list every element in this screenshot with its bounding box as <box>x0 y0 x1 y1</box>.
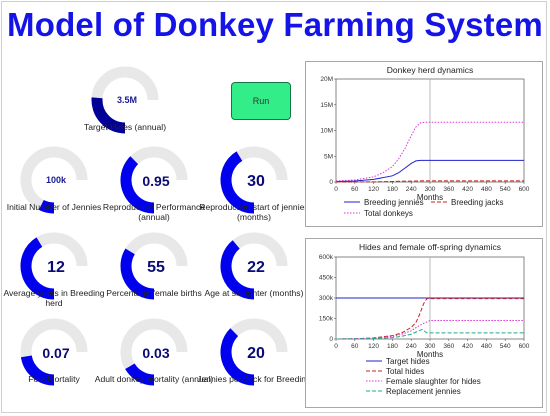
x-tick-label: 240 <box>406 186 417 193</box>
gauge-years-breeding[interactable]: 12 <box>13 225 95 307</box>
gauge-jennies-per-jack[interactable]: 20 <box>213 311 295 393</box>
gauge-initial-jennies[interactable]: 100k <box>13 139 95 221</box>
gauge-value: 0.07 <box>42 345 69 361</box>
legend-label: Total donkeys <box>364 209 413 218</box>
x-tick-label: 480 <box>481 186 492 193</box>
gauge-fill <box>20 237 55 300</box>
gauge-fill <box>120 248 155 300</box>
gauge-track <box>20 146 88 214</box>
gauge-value: 12 <box>47 259 65 276</box>
herd-dynamics-panel: Donkey herd dynamics 0 5M 10M 15M 20M 0 60 120 18… <box>305 61 543 227</box>
y-tick-label: 15M <box>320 102 333 109</box>
x-tick-label: 60 <box>351 186 359 193</box>
gauge-label-repro-start: Reproduction start of jennies (months) <box>199 202 309 222</box>
legend-label: Female slaughter for hides <box>386 377 481 386</box>
y-tick-label: 10M <box>320 128 333 135</box>
y-tick-label: 5M <box>324 153 333 160</box>
x-tick-label: 180 <box>387 343 398 350</box>
gauge-repro-start[interactable]: 30 <box>213 139 295 221</box>
x-tick-label: 420 <box>462 343 473 350</box>
x-tick-label: 300 <box>425 186 436 193</box>
gauge-value: 0.95 <box>142 173 169 189</box>
y-tick-label: 300k <box>319 295 334 302</box>
legend-label: Target hides <box>386 357 430 366</box>
gauge-foal-mortality[interactable]: 0.07 <box>13 311 95 393</box>
gauge-fill <box>38 199 55 214</box>
y-tick-label: 20M <box>320 76 333 83</box>
x-tick-label: 360 <box>443 186 454 193</box>
gauge-value: 20 <box>247 345 265 362</box>
gauge-label-adult-mortality: Adult donkey mortality (annual) <box>94 374 214 384</box>
legend-label: Total hides <box>386 367 424 376</box>
gauge-target-hides[interactable]: 3.5M <box>84 59 166 141</box>
x-tick-label: 0 <box>334 343 338 350</box>
gauge-label-pct-female: Percentage female births <box>106 288 202 298</box>
x-axis-label: Months <box>417 350 443 359</box>
series-line-female-slaughter-for-hides <box>335 320 524 340</box>
gauge-pct-female[interactable]: 55 <box>113 225 195 307</box>
y-tick-label: 600k <box>319 254 334 261</box>
gauge-adult-mortality[interactable]: 0.03 <box>113 311 195 393</box>
gauge-label-years-breeding: Average years in Breeding herd <box>3 288 105 308</box>
x-tick-label: 0 <box>334 186 338 193</box>
gauge-label-foal-mortality: Foal Mortality <box>28 374 80 384</box>
gauge-fill <box>220 328 255 386</box>
x-tick-label: 420 <box>462 186 473 193</box>
series-line-breeding-jennies <box>335 159 524 182</box>
x-tick-label: 480 <box>481 343 492 350</box>
gauge-value: 3.5M <box>117 95 137 105</box>
y-tick-label: 0 <box>329 179 333 186</box>
hides-dynamics-chart: Hides and female off-spring dynamics 0 150… <box>319 242 530 396</box>
legend-label: Breeding jennies <box>364 198 424 207</box>
gauge-value: 30 <box>247 173 265 190</box>
x-tick-label: 600 <box>519 343 530 350</box>
x-axis-label: Months <box>417 193 443 202</box>
series-line-breeding-jacks <box>335 180 524 183</box>
gauge-fill <box>220 151 255 214</box>
hides-dynamics-panel: Hides and female off-spring dynamics 0 150… <box>305 238 543 408</box>
chart-title: Hides and female off-spring dynamics <box>359 242 501 252</box>
run-button[interactable]: Run <box>231 82 291 120</box>
x-tick-label: 540 <box>500 186 511 193</box>
gauge-age-slaughter[interactable]: 22 <box>213 225 295 307</box>
x-tick-label: 360 <box>443 343 454 350</box>
x-tick-label: 600 <box>519 186 530 193</box>
x-tick-label: 540 <box>500 343 511 350</box>
gauge-fill <box>20 355 55 386</box>
gauge-value: 55 <box>147 259 165 276</box>
x-tick-label: 120 <box>368 186 379 193</box>
gauge-label-jennies-per-jack: Jennies per Jack for Breeding <box>197 374 311 384</box>
legend-label: Replacement jennies <box>386 387 461 396</box>
legend-label: Breeding jacks <box>451 198 503 207</box>
gauge-label-target-hides: Target Hides (annual) <box>83 122 167 132</box>
x-tick-label: 300 <box>425 343 436 350</box>
x-tick-label: 120 <box>368 343 379 350</box>
gauge-fill <box>91 97 126 134</box>
gauge-value: 100k <box>46 175 67 185</box>
page-title: Model of Donkey Farming System <box>7 6 543 43</box>
x-tick-label: 240 <box>406 343 417 350</box>
gauge-value: 22 <box>247 259 265 276</box>
gauge-label-age-slaughter: Age at slaughter (months) <box>204 288 304 298</box>
y-tick-label: 0 <box>329 336 333 343</box>
gauge-label-repro-performance: Reproductive Performance (annual) <box>102 202 206 222</box>
series-line-replacement-jennies <box>335 328 524 340</box>
x-tick-label: 60 <box>351 343 359 350</box>
y-tick-label: 450k <box>319 275 334 282</box>
chart-title: Donkey herd dynamics <box>387 65 473 75</box>
gauge-repro-performance[interactable]: 0.95 <box>113 139 195 221</box>
gauge-fill <box>120 156 155 214</box>
gauge-value: 0.03 <box>142 345 169 361</box>
y-tick-label: 150k <box>319 316 334 323</box>
x-tick-label: 180 <box>387 186 398 193</box>
herd-dynamics-chart: Donkey herd dynamics 0 5M 10M 15M 20M 0 60 120 18… <box>320 65 530 218</box>
gauge-fill <box>220 240 255 300</box>
gauge-label-initial-jennies: Initial Number of Jennies <box>6 202 102 212</box>
gauge-fill <box>125 363 155 386</box>
series-line-total-donkeys <box>335 121 524 182</box>
